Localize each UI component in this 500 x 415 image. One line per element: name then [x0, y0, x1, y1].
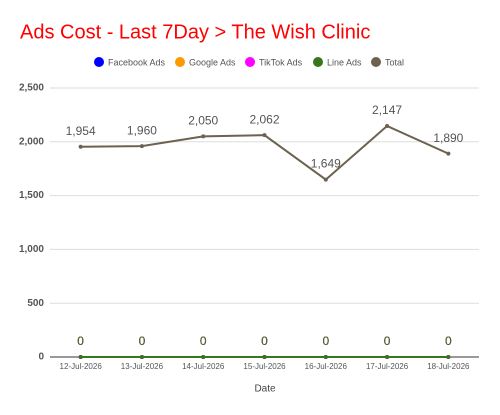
data-label: 2,050: [188, 114, 218, 128]
data-label: 0: [445, 334, 452, 348]
point: [262, 355, 267, 359]
data-label: 0: [261, 334, 268, 348]
y-tick-label: 1,000: [19, 244, 44, 255]
legend-label: TikTok Ads: [259, 57, 303, 67]
data-label: 0: [322, 334, 329, 348]
data-label: 0: [384, 334, 391, 348]
y-tick-label: 2,000: [19, 136, 44, 147]
legend-marker: [371, 57, 381, 67]
legend-label: Google Ads: [189, 57, 236, 67]
data-label: 0: [384, 334, 391, 348]
y-tick-label: 500: [27, 298, 44, 309]
data-label: 0: [384, 334, 391, 348]
data-label: 0: [384, 334, 391, 348]
data-label: 0: [261, 334, 268, 348]
data-label: 0: [322, 334, 329, 348]
data-label: 0: [261, 334, 268, 348]
point: [201, 355, 206, 359]
legend-label: Facebook Ads: [108, 57, 166, 67]
data-label: 0: [77, 334, 84, 348]
point: [201, 134, 206, 139]
data-label: 0: [139, 334, 146, 348]
legend-marker: [94, 57, 104, 67]
x-tick-label: 14-Jul-2026: [182, 362, 225, 371]
x-tick-label: 18-Jul-2026: [427, 362, 470, 371]
data-label: 0: [139, 334, 146, 348]
data-label: 0: [445, 334, 452, 348]
data-label: 0: [261, 334, 268, 348]
point: [139, 144, 144, 149]
data-label: 0: [200, 334, 207, 348]
chart-title: Ads Cost - Last 7Day > The Wish Clinic: [20, 21, 370, 43]
y-tick-label: 1,500: [19, 190, 44, 201]
point: [446, 355, 451, 359]
x-axis-title: Date: [254, 384, 276, 395]
data-label: 0: [445, 334, 452, 348]
point: [262, 133, 267, 138]
point: [385, 123, 390, 128]
point: [323, 177, 328, 182]
x-tick-label: 12-Jul-2026: [60, 362, 103, 371]
legend-marker: [313, 57, 323, 67]
legend-label: Total: [385, 57, 404, 67]
x-tick-label: 15-Jul-2026: [243, 362, 286, 371]
y-tick-label: 2,500: [19, 83, 44, 94]
data-label: 0: [200, 334, 207, 348]
data-label: 0: [445, 334, 452, 348]
data-label: 0: [200, 334, 207, 348]
point: [446, 151, 451, 156]
data-label: 2,147: [372, 103, 402, 117]
point: [78, 355, 83, 359]
data-label: 1,649: [311, 157, 341, 171]
point: [323, 355, 328, 359]
point: [139, 355, 144, 359]
data-label: 1,960: [127, 123, 157, 137]
x-tick-label: 17-Jul-2026: [366, 362, 409, 371]
data-label: 0: [77, 334, 84, 348]
legend-label: Line Ads: [327, 57, 362, 67]
data-label: 0: [200, 334, 207, 348]
data-label: 1,890: [433, 131, 463, 145]
data-label: 1,954: [66, 124, 96, 138]
legend-marker: [175, 57, 185, 67]
y-tick-label: 0: [38, 352, 44, 363]
point: [78, 144, 83, 149]
data-label: 0: [322, 334, 329, 348]
data-label: 0: [77, 334, 84, 348]
x-tick-label: 16-Jul-2026: [305, 362, 348, 371]
data-label: 2,062: [249, 112, 279, 126]
data-label: 0: [139, 334, 146, 348]
data-label: 0: [322, 334, 329, 348]
data-label: 0: [77, 334, 84, 348]
x-tick-label: 13-Jul-2026: [121, 362, 164, 371]
legend-marker: [245, 57, 255, 67]
point: [385, 355, 390, 359]
data-label: 0: [139, 334, 146, 348]
